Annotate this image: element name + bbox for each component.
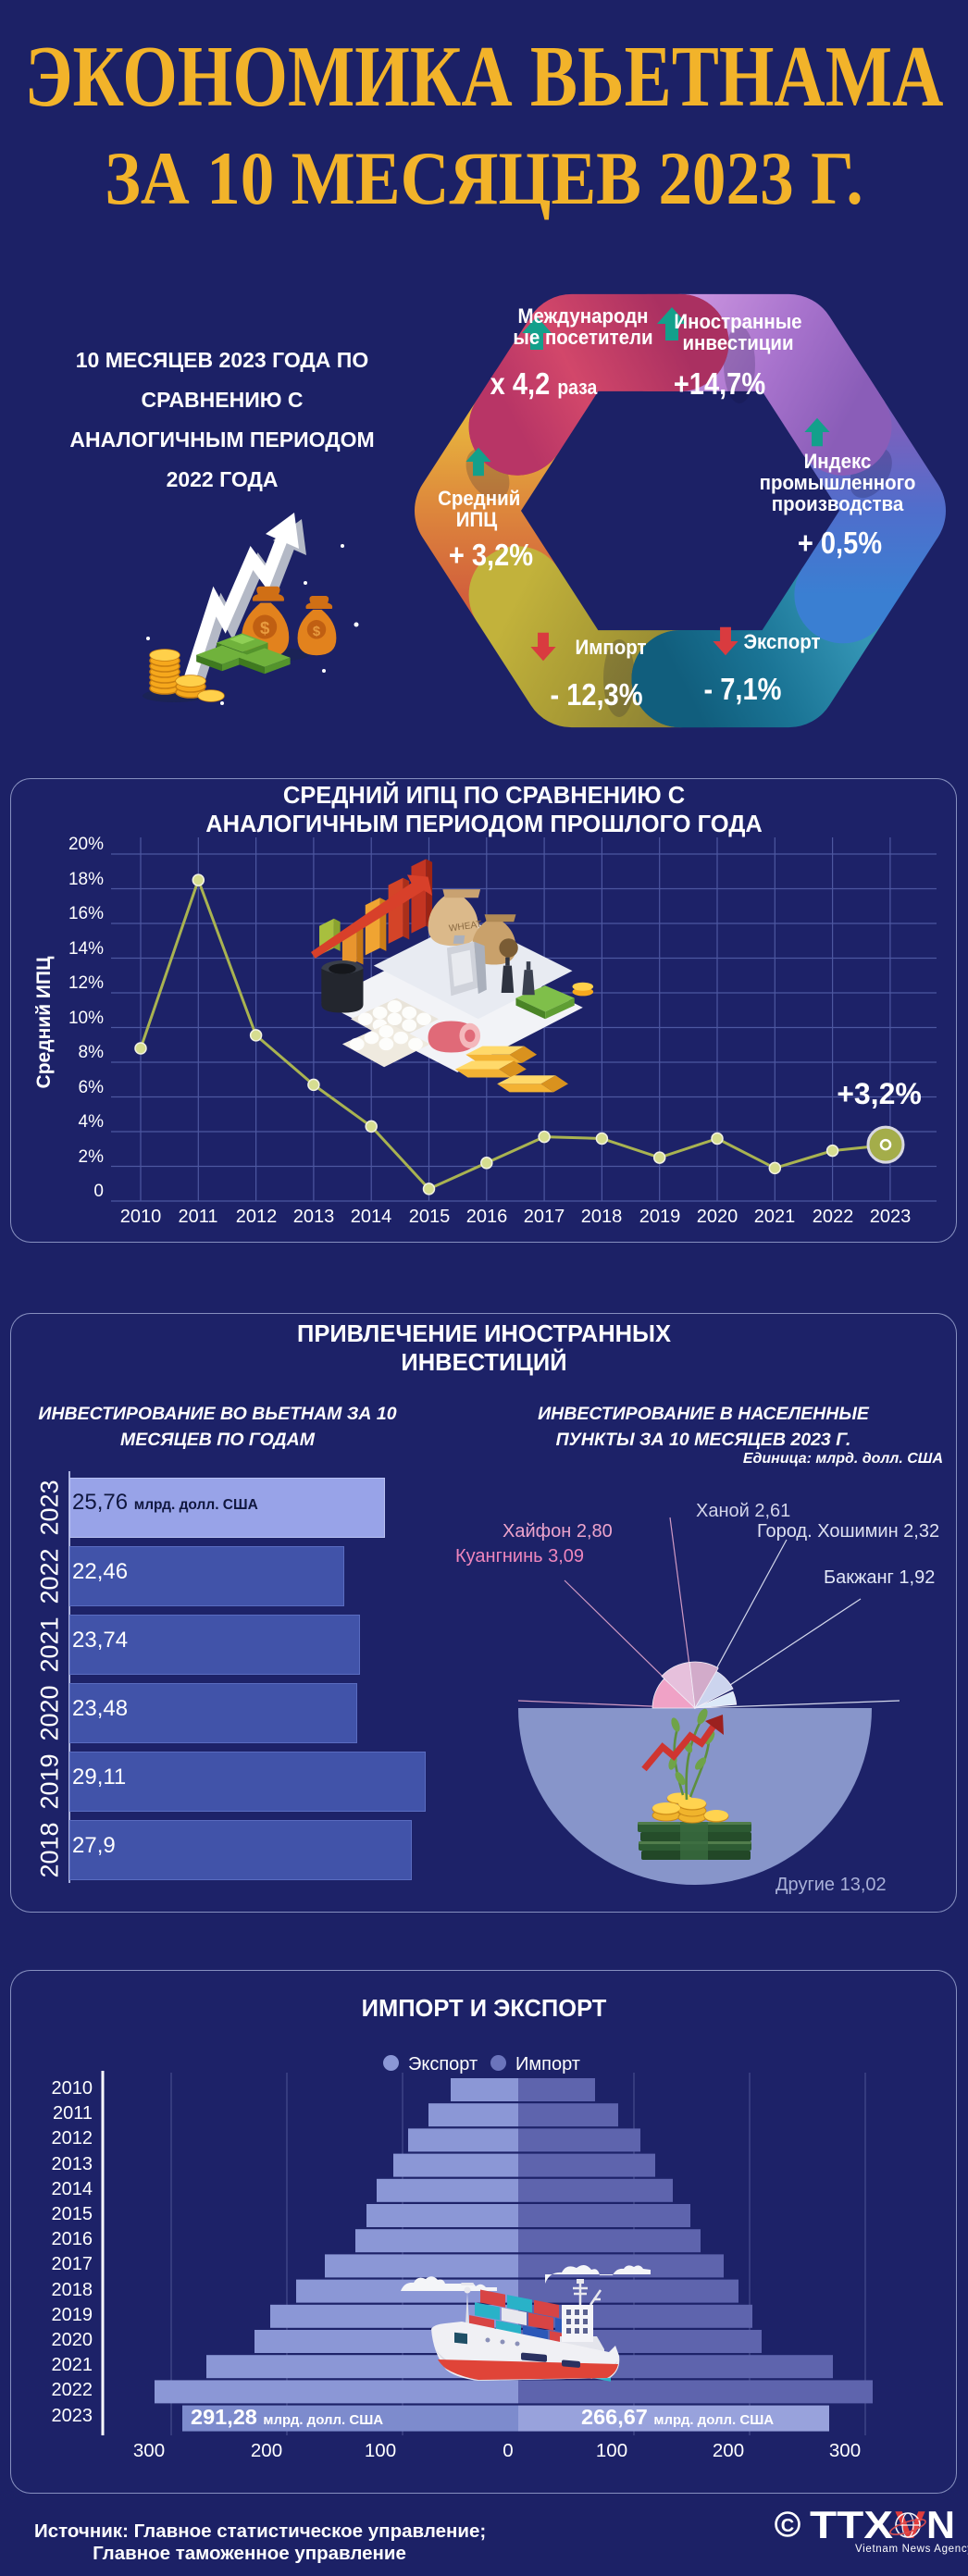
svg-text:C: C bbox=[781, 2516, 794, 2536]
svg-text:+3,2%: +3,2% bbox=[837, 1077, 922, 1110]
svg-text:Vietnam News Agency: Vietnam News Agency bbox=[855, 2544, 968, 2555]
svg-text:TTX: TTX bbox=[810, 2503, 893, 2546]
svg-text:0: 0 bbox=[503, 2440, 513, 2461]
svg-text:300: 300 bbox=[133, 2440, 165, 2461]
svg-text:200: 200 bbox=[713, 2440, 744, 2461]
svg-text:100: 100 bbox=[596, 2440, 627, 2461]
svg-text:WHEAT: WHEAT bbox=[448, 920, 482, 935]
svg-text:$: $ bbox=[313, 625, 321, 639]
svg-text:300: 300 bbox=[829, 2440, 861, 2461]
svg-text:N: N bbox=[926, 2503, 955, 2546]
svg-text:Другие 13,02: Другие 13,02 bbox=[776, 1875, 887, 1895]
svg-text:100: 100 bbox=[365, 2440, 396, 2461]
svg-text:200: 200 bbox=[251, 2440, 282, 2461]
svg-text:$: $ bbox=[260, 618, 270, 638]
